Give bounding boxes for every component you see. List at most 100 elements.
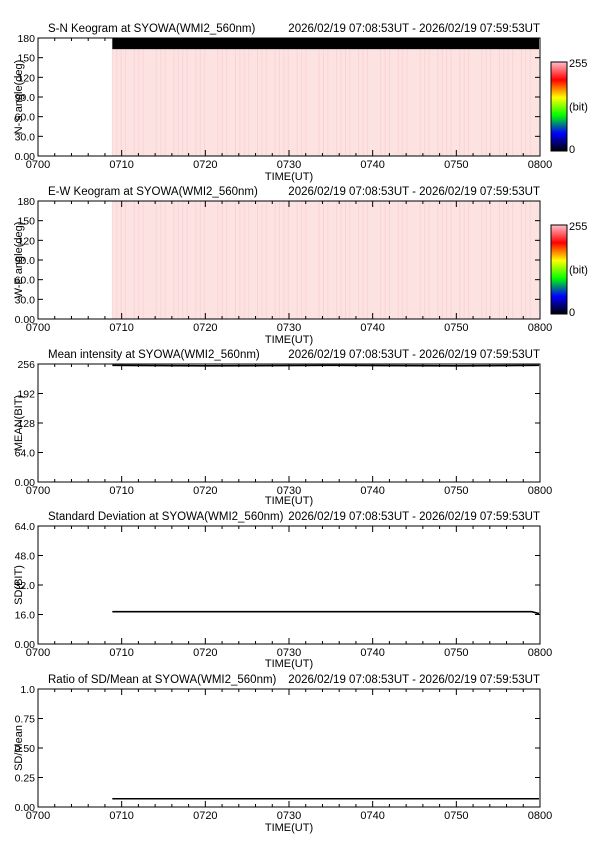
x-tick-label: 0730 (277, 322, 301, 334)
colorbar (550, 61, 568, 152)
x-tick-label: 0750 (444, 159, 468, 171)
y-tick-label: 150 (17, 53, 35, 65)
x-tick-label: 0750 (444, 485, 468, 497)
colorbar-unit-label: (bit) (569, 265, 588, 277)
y-tick-label: 128 (17, 418, 35, 430)
y-tick-label: 180 (17, 33, 35, 45)
x-tick-label: 0750 (444, 322, 468, 334)
x-tick-label: 0710 (109, 810, 133, 822)
x-tick-label: 0700 (26, 810, 50, 822)
ew-keogram-ylabel: W-E angle(deg) (13, 222, 25, 299)
keogram-fill (112, 201, 540, 319)
colorbar-max-label: 255 (569, 221, 587, 233)
colorbar-min-label: 0 (569, 307, 575, 319)
x-tick-label: 0710 (109, 322, 133, 334)
y-tick-label: 120 (17, 235, 35, 247)
sn-keogram-xlabel: TIME(UT) (265, 171, 313, 183)
x-tick-label: 0740 (360, 159, 384, 171)
standard-deviation-xlabel: TIME(UT) (265, 658, 313, 670)
x-tick-label: 0700 (26, 322, 50, 334)
x-tick-label: 0710 (109, 485, 133, 497)
sn-keogram-title: S-N Keogram at SYOWA(WMI2_560nm) (48, 23, 255, 35)
y-tick-label: 48.0 (15, 551, 36, 563)
y-tick-label: 120 (17, 72, 35, 84)
x-tick-label: 0730 (277, 810, 301, 822)
x-tick-label: 0700 (26, 647, 50, 659)
y-tick-label: 30.0 (15, 294, 36, 306)
series-line (112, 610, 540, 615)
standard-deviation-title: Standard Deviation at SYOWA(WMI2_560nm) (48, 511, 284, 523)
colorbar-min-label: 0 (569, 144, 575, 156)
y-tick-label: 60.0 (15, 112, 36, 124)
mean-intensity-xlabel: TIME(UT) (265, 495, 313, 507)
standard-deviation-ylabel: SD(BIT) (13, 565, 25, 605)
sn-keogram-panel: S-N Keogram at SYOWA(WMI2_560nm) 2026/02… (13, 23, 588, 183)
saturation-band (112, 38, 540, 50)
y-tick-label: 192 (17, 389, 35, 401)
sd-mean-ratio-plot: 0700 0710 0720 0730 0740 0750 0800 0.00 0.25 0.50… (15, 684, 553, 822)
colorbar-max-label: 255 (569, 58, 587, 70)
x-tick-label: 0730 (277, 485, 301, 497)
sd-mean-ratio-panel: Ratio of SD/Mean at SYOWA(WMI2_560nm) 20… (13, 674, 552, 834)
y-tick-label: 90.0 (15, 255, 36, 267)
y-tick-label: 90.0 (15, 92, 36, 104)
y-tick-label: 32.0 (15, 580, 36, 592)
y-tick-label: 0.00 (15, 477, 36, 489)
mean-intensity-title: Mean intensity at SYOWA(WMI2_560nm) (48, 349, 260, 361)
mean-intensity-ylabel: MEAN(BIT) (13, 395, 25, 451)
sn-keogram-ylabel: N-S angle(deg) (13, 60, 25, 135)
x-tick-label: 0720 (193, 810, 217, 822)
x-tick-label: 0800 (528, 647, 552, 659)
sd-mean-ratio-range: 2026/02/19 07:08:53UT - 2026/02/19 07:59… (288, 674, 540, 686)
standard-deviation-range: 2026/02/19 07:08:53UT - 2026/02/19 07:59… (288, 511, 540, 523)
x-tick-label: 0710 (109, 159, 133, 171)
ew-keogram-panel: E-W Keogram at SYOWA(WMI2_560nm) 2026/02… (13, 186, 588, 346)
x-tick-label: 0700 (26, 159, 50, 171)
x-tick-label: 0720 (193, 322, 217, 334)
x-tick-label: 0720 (193, 485, 217, 497)
ew-keogram-title: E-W Keogram at SYOWA(WMI2_560nm) (48, 186, 258, 198)
y-tick-label: 0.00 (15, 802, 36, 814)
standard-deviation-panel: Standard Deviation at SYOWA(WMI2_560nm) … (13, 511, 552, 670)
x-tick-label: 0750 (444, 810, 468, 822)
y-tick-label: 1.0 (20, 684, 35, 696)
x-tick-label: 0700 (26, 485, 50, 497)
mean-intensity-range: 2026/02/19 07:08:53UT - 2026/02/19 07:59… (288, 349, 540, 361)
x-tick-label: 0720 (193, 159, 217, 171)
x-tick-label: 0740 (360, 322, 384, 334)
x-tick-label: 0750 (444, 647, 468, 659)
sd-mean-ratio-xlabel: TIME(UT) (265, 822, 313, 834)
standard-deviation-plot: 0700 0710 0720 0730 0740 0750 0800 0.00 16.0 32.0… (15, 521, 553, 659)
y-tick-label: 64.0 (15, 521, 36, 533)
x-tick-label: 0740 (360, 485, 384, 497)
sd-mean-ratio-title: Ratio of SD/Mean at SYOWA(WMI2_560nm) (48, 674, 277, 686)
mean-intensity-panel: Mean intensity at SYOWA(WMI2_560nm) 2026… (13, 349, 552, 507)
sn-keogram-range: 2026/02/19 07:08:53UT - 2026/02/19 07:59… (288, 23, 540, 35)
y-tick-label: 64.0 (15, 448, 36, 460)
x-tick-label: 0730 (277, 647, 301, 659)
x-tick-label: 0800 (528, 810, 552, 822)
y-tick-label: 16.0 (15, 610, 36, 622)
x-tick-label: 0800 (528, 322, 552, 334)
y-tick-label: 180 (17, 196, 35, 208)
sn-keogram-plot: 0700 0710 0720 0730 0740 0750 0800 0.00 30.0 60.0… (15, 33, 588, 171)
y-tick-label: 0.25 (15, 773, 36, 785)
colorbar-unit-label: (bit) (569, 102, 588, 114)
x-tick-label: 0710 (109, 647, 133, 659)
y-tick-label: 0.00 (15, 639, 36, 651)
x-tick-label: 0800 (528, 485, 552, 497)
ew-keogram-range: 2026/02/19 07:08:53UT - 2026/02/19 07:59… (288, 186, 540, 198)
y-tick-label: 30.0 (15, 131, 36, 143)
sd-mean-ratio-ylabel: SD/Mean (13, 725, 25, 771)
x-tick-label: 0800 (528, 159, 552, 171)
x-tick-label: 0740 (360, 647, 384, 659)
ew-keogram-plot: 0700 0710 0720 0730 0740 0750 0800 0.00 30.0 60.0… (15, 196, 588, 334)
y-tick-label: 150 (17, 216, 35, 228)
y-tick-label: 60.0 (15, 275, 36, 287)
ew-keogram-xlabel: TIME(UT) (265, 334, 313, 346)
y-tick-label: 256 (17, 359, 35, 371)
plot-frame (37, 525, 541, 645)
colorbar (550, 224, 568, 315)
x-tick-label: 0730 (277, 159, 301, 171)
